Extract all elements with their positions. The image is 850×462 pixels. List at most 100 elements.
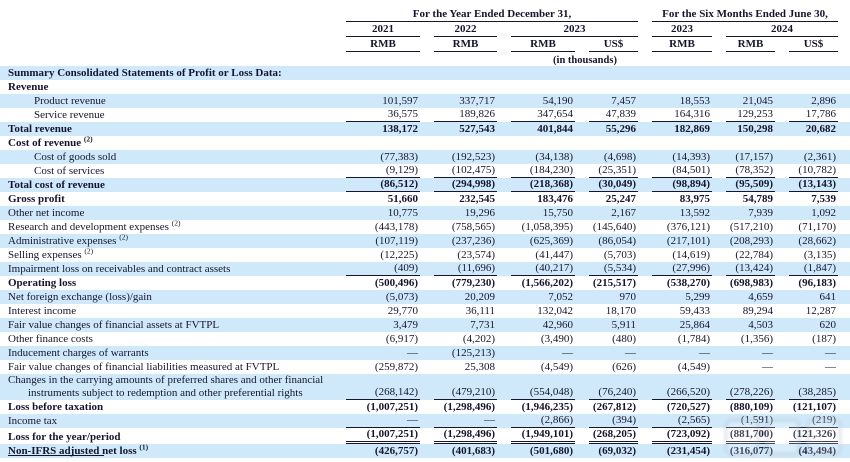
value-text: 36,111 <box>465 305 495 317</box>
value-cell: 641 <box>775 291 838 304</box>
value-cell: (5,073) <box>332 291 420 304</box>
value-text: 7,939 <box>748 207 773 219</box>
value-text: (1,946,235) <box>521 401 573 413</box>
value-text: (266,520) <box>652 386 712 400</box>
value-cell: (480) <box>575 333 638 346</box>
value-text: (5,534) <box>589 262 638 276</box>
group-six-months-label: For the Six Months Ended June 30, <box>652 8 838 22</box>
row-label-text: Revenue <box>8 81 49 93</box>
year-label: 2021 <box>346 23 420 37</box>
value-cell: (14,393) <box>638 151 712 164</box>
value-text: (259,872) <box>374 361 418 373</box>
value-text: 183,476 <box>537 193 573 205</box>
table-row: Summary Consolidated Statements of Profi… <box>0 66 850 80</box>
value-cell: 20,209 <box>420 291 497 304</box>
value-text: 13,592 <box>679 207 710 219</box>
value-cell: (779,230) <box>420 277 497 290</box>
value-text: (17,157) <box>735 151 773 163</box>
value-cell: 54,789 <box>712 193 775 206</box>
value-cell: (12,225) <box>332 249 420 262</box>
value-text: (1,058,395) <box>521 221 573 233</box>
value-text: 164,316 <box>652 108 712 122</box>
value-text: 25,247 <box>605 193 636 205</box>
value-cell: (720,527) <box>638 401 712 414</box>
value-text: (10,782) <box>789 164 838 178</box>
value-text: (1,847) <box>789 262 838 276</box>
row-label-text: Research and development expenses <box>8 221 169 233</box>
row-label: Loss before taxation <box>0 401 332 414</box>
value-cell: (38,285) <box>775 386 838 400</box>
value-text: (13,424) <box>726 262 775 276</box>
value-text: 19,296 <box>464 207 495 219</box>
value-text: (78,352) <box>726 164 775 178</box>
value-cell: (698,983) <box>712 277 775 290</box>
value-text: (125,213) <box>451 347 495 359</box>
row-label-text: Product revenue <box>34 95 106 107</box>
value-cell: 347,654 <box>497 108 575 122</box>
row-label-text: Inducement charges of warrants <box>8 347 149 359</box>
value-text: (34,138) <box>535 151 573 163</box>
header-unit-row: RMB RMB RMB US$ RMB RMB US$ <box>0 37 850 52</box>
row-label-text: Operating loss <box>8 277 77 289</box>
value-cell: (69,032) <box>575 445 638 458</box>
value-cell: (501,680) <box>497 445 575 458</box>
value-text: (95,509) <box>726 178 775 192</box>
value-cell: 620 <box>775 319 838 332</box>
value-cell: 29,770 <box>332 305 420 318</box>
value-cell: (409) <box>332 262 420 276</box>
value-cell: — <box>575 347 638 360</box>
value-cell: (96,183) <box>775 277 838 290</box>
value-cell: 20,682 <box>775 123 838 136</box>
row-label: Cost of goods sold <box>0 151 332 164</box>
value-text: (881,700) <box>726 428 775 444</box>
value-cell: (231,454) <box>638 445 712 458</box>
value-text: 83,975 <box>679 193 710 205</box>
value-text: 1,092 <box>811 207 836 219</box>
value-text: 3,479 <box>393 319 418 331</box>
row-label: Total cost of revenue <box>0 179 332 192</box>
value-cell: — <box>638 347 712 360</box>
value-cell: (268,142) <box>332 386 420 400</box>
unit-label: RMB <box>652 38 712 52</box>
value-cell: (376,121) <box>638 221 712 234</box>
row-label-text: Total cost of revenue <box>8 179 105 191</box>
value-cell: (3,490) <box>497 333 575 346</box>
value-text: 337,717 <box>459 95 495 107</box>
value-text: (1,591) <box>726 414 775 428</box>
value-text: (69,032) <box>598 445 636 457</box>
value-text: (2,866) <box>511 414 575 428</box>
year-col-2021: 2021 <box>332 23 420 37</box>
value-text: — <box>407 347 418 359</box>
in-thousands-note: (in thousands) <box>553 55 617 66</box>
value-text: (394) <box>589 414 638 428</box>
unit-label: RMB <box>511 38 575 52</box>
value-cell: (76,240) <box>575 386 638 400</box>
value-cell: (184,230) <box>497 164 575 178</box>
value-cell: (43,494) <box>775 445 838 458</box>
value-cell: 3,479 <box>332 319 420 332</box>
value-text: (23,574) <box>457 249 495 261</box>
value-text: (698,983) <box>729 277 773 289</box>
value-text: (1,784) <box>677 333 710 345</box>
value-cell: (13,424) <box>712 262 775 276</box>
value-cell: (28,662) <box>775 235 838 248</box>
value-cell: — <box>712 347 775 360</box>
row-label-text: Fair value changes of financial liabilit… <box>8 361 280 373</box>
value-cell: (4,202) <box>420 333 497 346</box>
value-text: 89,294 <box>742 305 773 317</box>
value-text: 18,553 <box>679 95 710 107</box>
value-text: (316,077) <box>729 445 773 457</box>
value-text: (38,285) <box>789 386 838 400</box>
value-text: (41,447) <box>535 249 573 261</box>
value-cell: (401,683) <box>420 445 497 458</box>
value-cell: 5,299 <box>638 291 712 304</box>
unit-label: RMB <box>726 38 775 52</box>
value-text: (779,230) <box>451 277 495 289</box>
value-cell: 183,476 <box>497 193 575 206</box>
row-label: Net foreign exchange (loss)/gain <box>0 291 332 304</box>
value-cell: (554,048) <box>497 386 575 400</box>
value-text: (71,170) <box>798 221 836 233</box>
value-cell: (723,092) <box>638 428 712 444</box>
value-text: (1,007,251) <box>346 428 420 444</box>
value-text: 189,826 <box>434 108 497 122</box>
